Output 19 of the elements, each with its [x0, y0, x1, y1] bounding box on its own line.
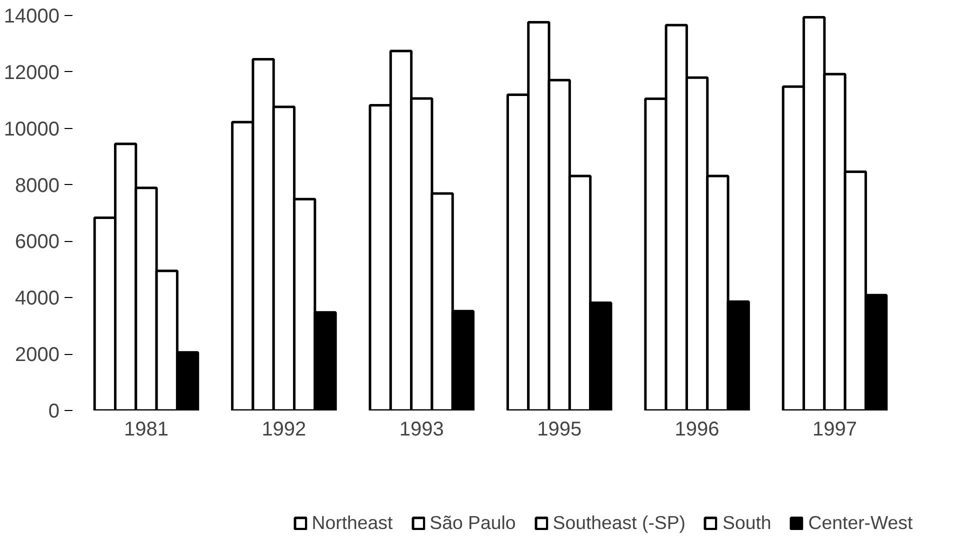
y-tick-label: 6000 [15, 231, 60, 254]
x-tick-label: 1992 [262, 418, 306, 440]
legend-label: Southeast (-SP) [552, 512, 686, 534]
x-tick-label: 1995 [537, 418, 582, 440]
y-tick-label: 2000 [15, 344, 60, 366]
x-tick-label: 1981 [124, 418, 168, 440]
y-tick-label: 8000 [15, 174, 60, 197]
y-tick-label: 0 [48, 400, 60, 422]
x-tick-label: 1993 [399, 418, 444, 440]
y-tick-label: 14000 [4, 6, 60, 28]
x-tick-label: 1997 [812, 418, 858, 440]
legend-label: Center-West [808, 512, 913, 534]
y-tick-label: 10000 [4, 118, 60, 140]
y-tick-label: 4000 [15, 288, 60, 310]
legend-label: South [722, 512, 772, 534]
x-tick-label: 1996 [674, 418, 720, 440]
y-tick-label: 12000 [4, 62, 60, 84]
legend-label: Northeast [312, 512, 393, 534]
legend-label: São Paulo [430, 512, 516, 534]
